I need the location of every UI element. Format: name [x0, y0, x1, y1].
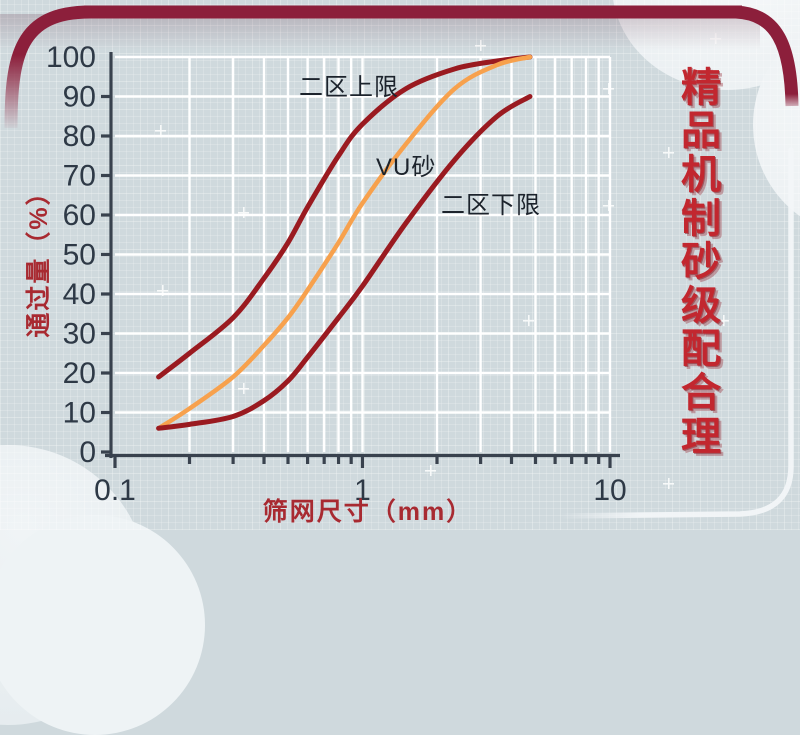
top-bar-left-corner: [4, 5, 91, 129]
decor-circle-bottom-left-2: [0, 515, 205, 735]
svg-text:0: 0: [79, 436, 96, 469]
svg-text:80: 80: [63, 120, 96, 153]
label-zone2-upper-limit: 二区上限: [299, 74, 399, 101]
svg-text:60: 60: [63, 199, 96, 232]
grid-lines: [115, 55, 612, 452]
svg-text:20: 20: [63, 357, 96, 390]
top-bar-shadow: [0, 14, 760, 52]
svg-text:0.1: 0.1: [94, 474, 136, 507]
curve-1: [156, 54, 533, 431]
bottom-right-corner-outline: [557, 147, 794, 519]
x-axis-title: 筛网尺寸（mm）: [262, 498, 474, 526]
svg-text:90: 90: [63, 81, 96, 114]
curve-2: [156, 94, 533, 431]
y-axis-title: 通过量（%）: [25, 178, 53, 338]
label-vu-sand: VU砂: [376, 154, 437, 181]
svg-text:50: 50: [63, 239, 96, 272]
axes: [101, 52, 620, 468]
svg-text:10: 10: [63, 397, 96, 430]
page-frame-decoration: [0, 5, 799, 519]
curve-0: [156, 54, 533, 380]
svg-text:70: 70: [63, 160, 96, 193]
top-bar-right-corner: [735, 5, 799, 107]
svg-text:1: 1: [354, 474, 371, 507]
label-zone2-lower-limit: 二区下限: [441, 192, 541, 219]
svg-text:10: 10: [593, 474, 626, 507]
svg-text:30: 30: [63, 318, 96, 351]
svg-text:40: 40: [63, 278, 96, 311]
